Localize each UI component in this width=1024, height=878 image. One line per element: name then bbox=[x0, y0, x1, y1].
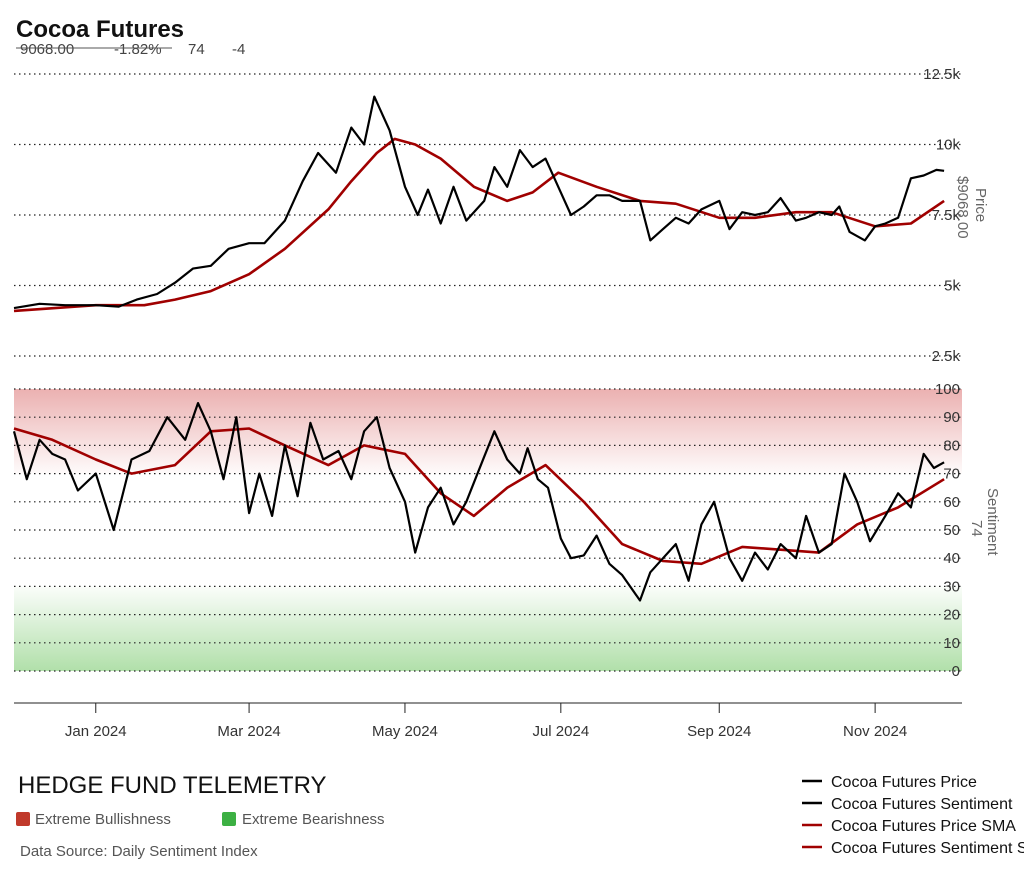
bearish-zone-swatch bbox=[222, 812, 236, 826]
bullish-zone-swatch bbox=[16, 812, 30, 826]
sentiment-axis-title: Sentiment bbox=[984, 488, 1001, 556]
header-stats: 9068.00 -1.82% 74 -4 bbox=[20, 41, 245, 58]
legend-label-sentiment: Cocoa Futures Sentiment bbox=[831, 796, 1013, 813]
bearish-zone-label: Extreme Bearishness bbox=[242, 811, 385, 828]
sentiment-tick-label: 80 bbox=[943, 437, 960, 454]
price-tick-label: 12.5k bbox=[923, 66, 960, 83]
series-lines bbox=[12, 95, 945, 602]
chart-title: Cocoa Futures bbox=[16, 16, 184, 43]
sentiment-tick-label: 40 bbox=[943, 550, 960, 567]
price-tick-label: 7.5k bbox=[932, 207, 961, 224]
sentiment-gridlines bbox=[14, 388, 962, 672]
x-tick-label: Sep 2024 bbox=[687, 723, 751, 740]
price-gridlines bbox=[14, 73, 962, 357]
price-tick-label: 10k bbox=[936, 137, 961, 154]
legend: Cocoa Futures Price Cocoa Futures Sentim… bbox=[802, 774, 1024, 857]
x-tick-label: May 2024 bbox=[372, 723, 438, 740]
price-tick-labels: 2.5k 5k 7.5k 10k 12.5k bbox=[923, 66, 960, 365]
sentiment-sma-line bbox=[13, 427, 945, 566]
x-tick-label: Nov 2024 bbox=[843, 723, 907, 740]
legend-label-price: Cocoa Futures Price bbox=[831, 774, 977, 791]
stat-change-percent: -1.82% bbox=[114, 41, 162, 58]
extreme-bullishness-zone bbox=[14, 389, 962, 474]
data-source: Data Source: Daily Sentiment Index bbox=[20, 843, 258, 860]
sentiment-tick-label: 100 bbox=[935, 381, 960, 398]
brand-name: HEDGE FUND TELEMETRY bbox=[18, 772, 327, 799]
sentiment-tick-label: 20 bbox=[943, 607, 960, 624]
legend-label-sentiment-sma: Cocoa Futures Sentiment SMA bbox=[831, 840, 1024, 857]
sentiment-tick-label: 70 bbox=[943, 466, 960, 483]
price-sma-line bbox=[13, 137, 945, 313]
price-tick-label: 2.5k bbox=[932, 348, 961, 365]
extreme-bearishness-zone bbox=[14, 586, 962, 671]
sentiment-tick-label: 90 bbox=[943, 409, 960, 426]
bullish-zone-label: Extreme Bullishness bbox=[35, 811, 171, 828]
sentiment-tick-label: 0 bbox=[952, 663, 960, 680]
sentiment-axis-value: 74 bbox=[968, 520, 985, 537]
sentiment-line bbox=[12, 402, 945, 602]
sentiment-tick-label: 10 bbox=[943, 635, 960, 652]
price-axis-value: $9068.00 bbox=[954, 176, 971, 239]
x-tick-label: Jul 2024 bbox=[532, 723, 589, 740]
sentiment-tick-labels: 0 10 20 30 40 50 60 70 80 90 100 bbox=[935, 381, 960, 680]
sentiment-tick-label: 60 bbox=[943, 494, 960, 511]
sentiment-tick-label: 30 bbox=[943, 578, 960, 595]
price-tick-label: 5k bbox=[944, 278, 960, 295]
price-axis-title: Price bbox=[972, 188, 989, 222]
stat-sentiment-change: -4 bbox=[232, 41, 245, 58]
x-axis-ticks: Jan 2024 Mar 2024 May 2024 Jul 2024 Sep 2024… bbox=[65, 703, 907, 740]
price-line bbox=[13, 95, 945, 310]
sentiment-tick-label: 50 bbox=[943, 522, 960, 539]
x-tick-label: Mar 2024 bbox=[217, 723, 280, 740]
stat-last-price: 9068.00 bbox=[20, 41, 74, 58]
x-tick-label: Jan 2024 bbox=[65, 723, 127, 740]
stat-sentiment: 74 bbox=[188, 41, 205, 58]
legend-label-price-sma: Cocoa Futures Price SMA bbox=[831, 818, 1016, 835]
